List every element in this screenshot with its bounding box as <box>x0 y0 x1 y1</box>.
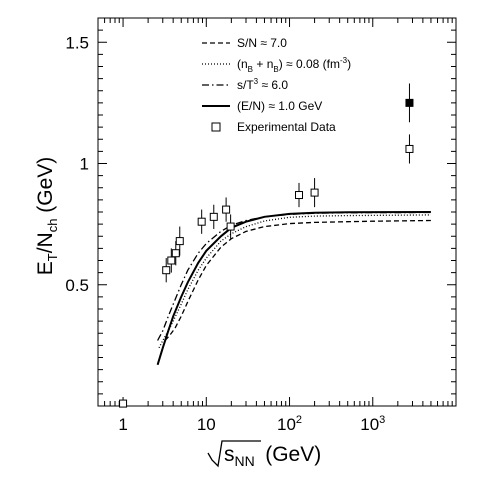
y-axis-title: ET/Nch (GeV) <box>34 157 60 276</box>
y-title-subscript: ch <box>45 219 60 233</box>
x-tick-label-exponent: 3 <box>379 414 385 426</box>
data-point <box>209 212 218 221</box>
data-point <box>162 266 171 275</box>
series-line-dotted <box>158 214 431 349</box>
data-point <box>197 217 206 226</box>
x-tick-label-exponent: 2 <box>296 414 302 426</box>
legend-text-part: (E/N) ≈ 1.0 GeV <box>237 99 322 113</box>
y-tick-label: 1 <box>80 155 89 174</box>
legend-text-part: ) <box>347 57 351 71</box>
x-tick-label-base: 1 <box>118 415 127 434</box>
data-point <box>171 249 180 258</box>
legend-text-part: (n <box>237 57 248 71</box>
y-title-subscript: T <box>45 253 60 261</box>
x-title-subscript: NN <box>235 453 255 469</box>
x-tick-label-base: 10 <box>277 415 296 434</box>
legend-superscript: -3 <box>340 56 348 65</box>
sqrt-symbol <box>207 440 261 468</box>
data-point <box>175 237 184 246</box>
x-tick-label: 102 <box>277 414 302 434</box>
x-tick-label-base: 10 <box>197 415 216 434</box>
data-point <box>222 205 231 214</box>
legend-subscript: B <box>248 65 253 74</box>
x-tick-label: 10 <box>197 415 216 434</box>
series-line-solid <box>156 211 431 366</box>
data-point <box>167 256 176 265</box>
legend-text-part: S/N ≈ 7.0 <box>237 36 287 50</box>
x-title-sqrt-term: s <box>224 443 235 466</box>
data-point-filled <box>405 98 414 107</box>
y-title-unit: (GeV) <box>34 157 57 219</box>
x-tick-label-base: 10 <box>360 415 379 434</box>
y-tick-label: 0.5 <box>65 276 89 295</box>
legend-label: s/T3​ ≈ 6.0 <box>237 77 288 92</box>
legend-text-part: Experimental Data <box>237 120 336 134</box>
y-title-main: E <box>34 261 57 275</box>
series-line-dash-dot <box>157 211 431 341</box>
legend-marker <box>211 122 221 132</box>
data-point <box>310 188 319 197</box>
data-point <box>295 191 304 200</box>
legend-label: (E/N) ≈ 1.0 GeV <box>237 99 322 113</box>
legend-text-part: ) ≈ 0.08 (fm <box>279 57 340 71</box>
x-tick-label: 1 <box>118 415 127 434</box>
series-line-dashed <box>164 219 431 341</box>
legend-label: (nB​ + nB​) ≈ 0.08 (fm-3​) <box>237 56 351 74</box>
y-tick-label: 1.5 <box>65 33 89 52</box>
data-point <box>405 144 414 153</box>
data-point <box>119 399 128 408</box>
x-axis-title: sNN (GeV) <box>224 443 321 469</box>
legend-label: S/N ≈ 7.0 <box>237 36 287 50</box>
legend-label: Experimental Data <box>237 120 336 134</box>
legend-text-part: + n <box>253 57 273 71</box>
legend-text-part: ≈ 6.0 <box>258 78 288 92</box>
data-point <box>226 222 235 231</box>
x-title-unit: (GeV) <box>255 443 322 466</box>
legend-subscript: B <box>273 65 278 74</box>
legend-text-part: s/T <box>237 78 254 92</box>
y-title-mid: /N <box>34 232 57 253</box>
x-tick-label: 103 <box>360 414 385 434</box>
legend-superscript: 3 <box>254 77 259 86</box>
